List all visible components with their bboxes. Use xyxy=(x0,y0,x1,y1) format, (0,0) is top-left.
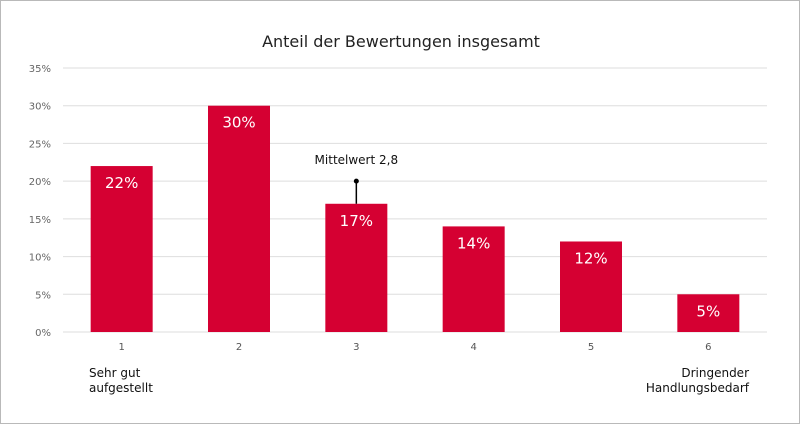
data-label: 12% xyxy=(574,249,607,267)
left-label-line1: Sehr gut xyxy=(89,366,141,380)
x-tick-label: 5 xyxy=(588,342,594,353)
mean-marker-dot xyxy=(353,178,359,184)
x-tick-label: 1 xyxy=(118,342,124,353)
bar-2 xyxy=(208,105,270,332)
x-tick-label: 2 xyxy=(236,342,242,353)
data-label: 5% xyxy=(696,302,720,320)
x-tick-label: 6 xyxy=(705,342,711,353)
bar-1 xyxy=(90,166,153,332)
x-tick-label: 4 xyxy=(470,342,476,353)
mean-annotation: Mittelwert 2,8 xyxy=(315,153,399,167)
y-tick-label: 25% xyxy=(29,139,51,150)
data-label: 17% xyxy=(340,212,373,230)
bar-3 xyxy=(325,203,388,332)
y-tick-label: 0% xyxy=(35,328,51,339)
y-tick-label: 5% xyxy=(35,290,51,301)
data-label: 22% xyxy=(105,174,138,192)
y-tick-label: 10% xyxy=(29,253,51,264)
bar-5 xyxy=(560,241,622,332)
right-label-line1: Dringender xyxy=(681,366,749,380)
x-tick-label: 3 xyxy=(353,342,359,353)
y-tick-label: 20% xyxy=(29,177,51,188)
y-tick-label: 15% xyxy=(29,215,51,226)
y-tick-label: 30% xyxy=(29,102,51,113)
data-label: 30% xyxy=(222,114,255,132)
bar-4 xyxy=(442,226,505,332)
left-label-line2: aufgestellt xyxy=(89,381,153,395)
right-label-line2: Handlungsbedarf xyxy=(646,381,750,395)
data-label: 14% xyxy=(457,234,490,252)
bar-6 xyxy=(677,294,740,332)
y-tick-label: 35% xyxy=(29,64,51,75)
chart-title: Anteil der Bewertungen insgesamt xyxy=(262,32,540,51)
